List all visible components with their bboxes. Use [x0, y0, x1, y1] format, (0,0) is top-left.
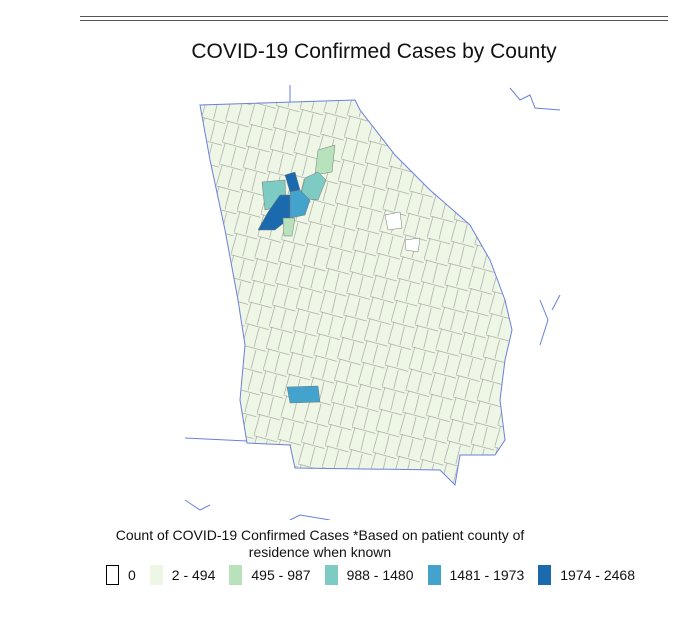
legend-item: 0 [106, 565, 136, 585]
legend-label: 1974 - 2468 [560, 567, 635, 583]
state-lines [184, 85, 561, 520]
county [314, 144, 336, 176]
legend-swatch [149, 565, 163, 585]
legend-label: 1481 - 1973 [449, 567, 525, 583]
county-lines [200, 100, 512, 485]
legend-label: 495 - 987 [251, 567, 311, 583]
legend-swatch [324, 565, 338, 585]
legend: 0 2 - 494 495 - 987 988 - 1480 1481 - 1973 19… [106, 565, 649, 585]
legend-label: 988 - 1480 [346, 567, 414, 583]
map [184, 85, 561, 520]
legend-label: 2 - 494 [171, 567, 216, 583]
county [282, 217, 296, 237]
legend-item: 2 - 494 [149, 565, 216, 585]
map-title: COVID-19 Confirmed Cases by County [191, 40, 557, 63]
county [257, 194, 291, 231]
legend-title: Count of COVID-19 Confirmed Cases *Based… [115, 527, 525, 560]
legend-swatch [106, 565, 119, 585]
header-rule [80, 16, 668, 21]
legend-swatch [229, 565, 243, 585]
county [384, 211, 403, 231]
county [286, 385, 321, 404]
county [404, 237, 421, 253]
legend-label: 0 [128, 567, 136, 583]
legend-swatch [427, 565, 441, 585]
counties-colored [257, 144, 421, 404]
legend-item: 988 - 1480 [324, 565, 414, 585]
legend-swatch [538, 565, 552, 585]
legend-item: 1481 - 1973 [427, 565, 525, 585]
legend-item: 495 - 987 [229, 565, 311, 585]
legend-item: 1974 - 2468 [538, 565, 635, 585]
